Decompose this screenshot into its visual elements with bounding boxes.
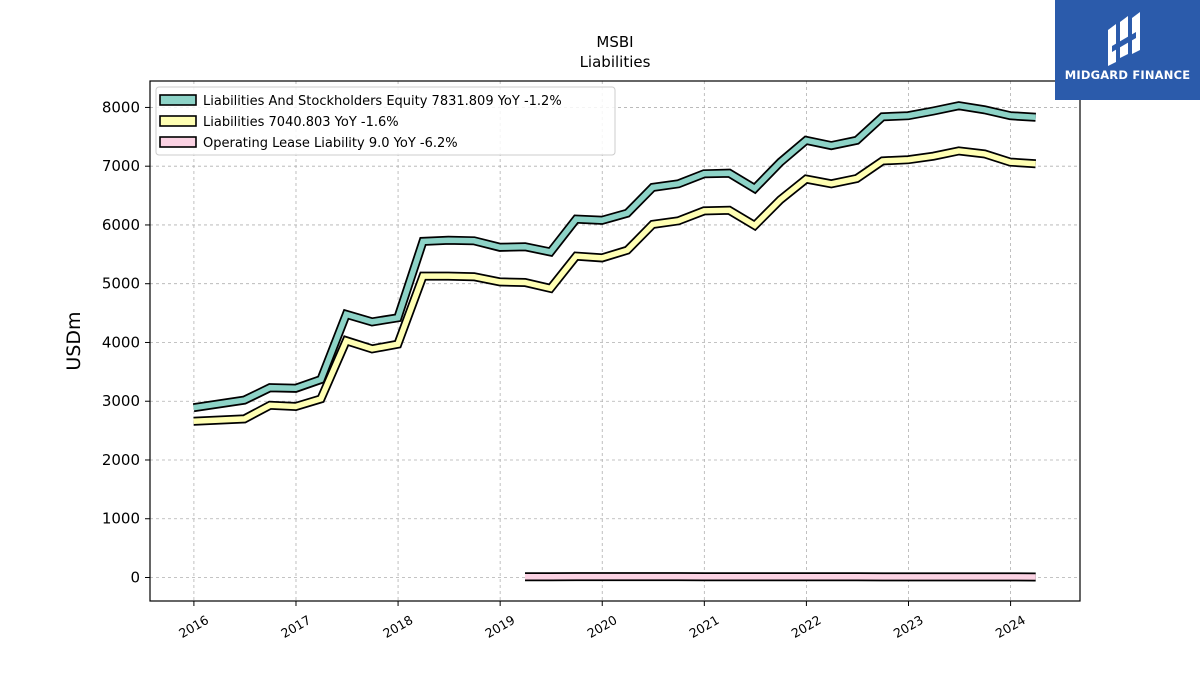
y-tick-label: 0 xyxy=(130,568,140,586)
x-tick-label: 2017 xyxy=(278,612,313,641)
logo-mark-icon xyxy=(1108,12,1140,66)
chart-title: MSBI xyxy=(596,33,633,51)
y-tick-label: 3000 xyxy=(102,392,140,410)
legend-label: Operating Lease Liability 9.0 YoY -6.2% xyxy=(203,136,458,151)
legend-label: Liabilities 7040.803 YoY -1.6% xyxy=(203,115,399,130)
y-tick-label: 8000 xyxy=(102,98,140,116)
legend: Liabilities And Stockholders Equity 7831… xyxy=(155,86,616,156)
logo-text: MIDGARD FINANCE xyxy=(1064,68,1191,82)
legend-swatch xyxy=(159,94,197,106)
x-tick-label: 2020 xyxy=(584,612,619,641)
y-axis: 0 1000 2000 3000 4000 5000 6000 7000 8000 xyxy=(102,98,150,586)
chart-subtitle: Liabilities xyxy=(580,53,651,71)
y-axis-label: USDm xyxy=(63,311,85,370)
x-tick-label: 2021 xyxy=(687,612,722,641)
series-layer xyxy=(192,101,1037,582)
x-tick-label: 2022 xyxy=(789,612,824,641)
series-line-0 xyxy=(193,102,1036,411)
legend-box xyxy=(155,86,616,156)
x-tick-label: 2023 xyxy=(891,612,926,641)
legend-swatch xyxy=(159,136,197,148)
x-tick-label: 2018 xyxy=(380,612,415,641)
x-axis: 2016 2017 2018 2019 2020 2021 2022 2023 2024 xyxy=(176,601,1028,641)
x-tick-label: 2024 xyxy=(993,612,1028,641)
legend-swatch xyxy=(159,115,197,127)
midgard-finance-logo: MIDGARD FINANCE xyxy=(1055,0,1200,100)
y-tick-label: 1000 xyxy=(102,510,140,528)
y-tick-label: 6000 xyxy=(102,216,140,234)
y-tick-label: 2000 xyxy=(102,451,140,469)
legend-label: Liabilities And Stockholders Equity 7831… xyxy=(203,94,562,109)
x-tick-label: 2019 xyxy=(482,612,517,641)
y-tick-label: 4000 xyxy=(102,333,140,351)
y-tick-label: 5000 xyxy=(102,275,140,293)
x-tick-label: 2016 xyxy=(176,612,211,641)
series-line-1 xyxy=(193,148,1036,424)
y-tick-label: 7000 xyxy=(102,157,140,175)
plot-frame xyxy=(149,80,1081,602)
